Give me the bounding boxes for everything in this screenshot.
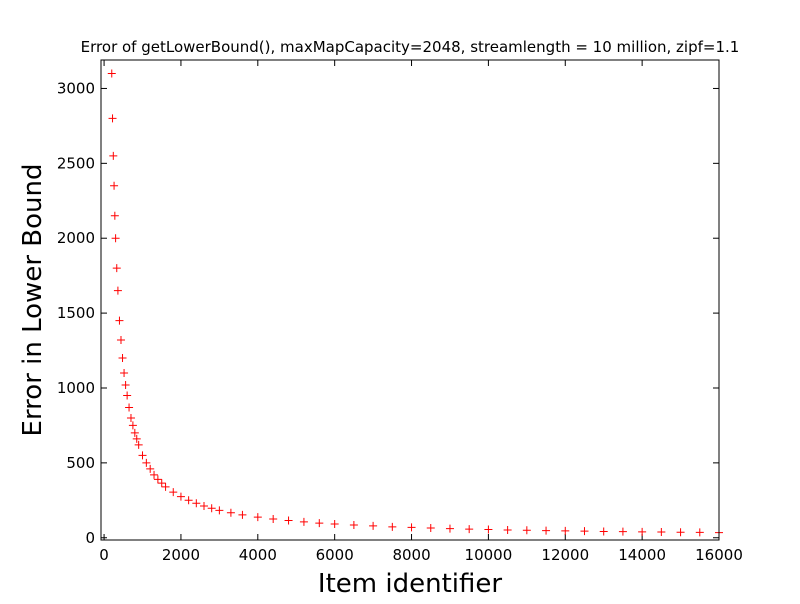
chart-title: Error of getLowerBound(), maxMapCapacity… [81, 38, 740, 56]
x-tick-label: 0 [99, 546, 109, 564]
point [146, 464, 155, 473]
y-axis-label: Error in Lower Bound [18, 164, 48, 437]
point [445, 524, 454, 533]
point [638, 527, 647, 536]
point [299, 517, 308, 526]
point [580, 527, 589, 536]
point [207, 504, 216, 513]
x-tick-label: 8000 [392, 546, 430, 564]
point [150, 470, 159, 479]
point [123, 391, 132, 400]
point [157, 479, 166, 488]
point [676, 528, 685, 537]
point [108, 114, 117, 123]
x-tick-label: 12000 [541, 546, 589, 564]
point [522, 526, 531, 535]
point [115, 316, 124, 325]
point [484, 525, 493, 534]
point [284, 516, 293, 525]
point [153, 475, 162, 484]
point [107, 69, 116, 78]
y-tick-label: 2000 [57, 229, 95, 247]
point [226, 508, 235, 517]
y-tick-label: 0 [85, 529, 95, 547]
y-tick-label: 500 [66, 454, 95, 472]
point [315, 519, 324, 528]
point [542, 526, 551, 535]
point [110, 211, 119, 220]
point [110, 181, 119, 190]
point [695, 528, 704, 537]
point [599, 527, 608, 536]
point [618, 527, 627, 536]
x-tick-label: 16000 [695, 546, 743, 564]
point [138, 451, 147, 460]
point [169, 488, 178, 497]
y-tick-label: 1000 [57, 379, 95, 397]
x-tick-label: 4000 [239, 546, 277, 564]
point [120, 369, 129, 378]
point [125, 403, 134, 412]
plot-frame [100, 59, 720, 541]
point [349, 521, 358, 530]
y-tick-label: 2500 [57, 154, 95, 172]
point [142, 458, 151, 467]
point [132, 434, 141, 443]
point [465, 525, 474, 534]
x-tick-label: 10000 [465, 546, 513, 564]
point [215, 506, 224, 515]
point [369, 521, 378, 530]
x-axis-label: Item identifier [318, 569, 502, 599]
point [238, 510, 247, 519]
point [130, 428, 139, 437]
x-tick-label: 2000 [162, 546, 200, 564]
point [176, 492, 185, 501]
x-tick-label: 14000 [618, 546, 666, 564]
point [192, 499, 201, 508]
point [111, 234, 120, 243]
point [121, 380, 130, 389]
point [657, 528, 666, 537]
point [109, 151, 118, 160]
point [200, 502, 208, 511]
point [184, 496, 193, 505]
y-tick-label: 1500 [57, 304, 95, 322]
point [269, 515, 278, 524]
point [116, 336, 125, 345]
point [112, 264, 121, 273]
point [118, 354, 127, 363]
point [161, 482, 170, 491]
point [330, 519, 339, 528]
point [126, 413, 135, 422]
point [113, 286, 122, 295]
y-tick-label: 3000 [57, 79, 95, 97]
point [253, 513, 262, 522]
point [561, 526, 570, 535]
point [407, 523, 416, 532]
point [388, 522, 397, 531]
x-tick-label: 6000 [316, 546, 354, 564]
point [128, 421, 137, 430]
point [134, 440, 143, 449]
point [426, 524, 435, 533]
point [503, 525, 512, 534]
